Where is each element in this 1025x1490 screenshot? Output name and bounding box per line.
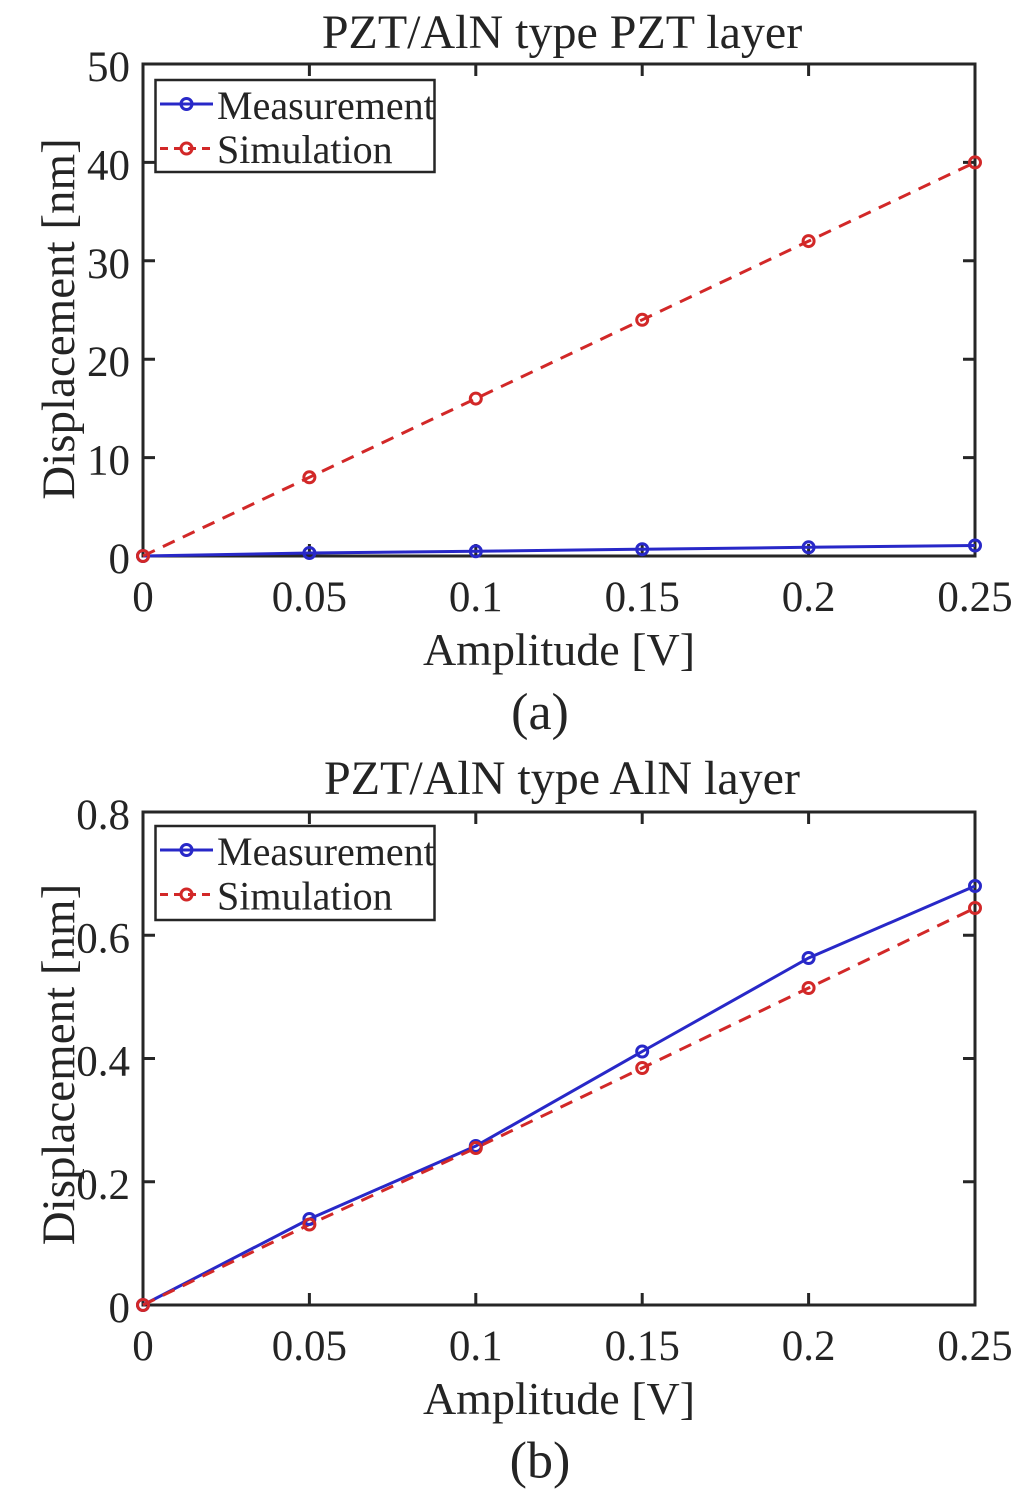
svg-text:0.1: 0.1 xyxy=(449,574,503,621)
svg-text:0.15: 0.15 xyxy=(605,574,680,621)
svg-text:0.25: 0.25 xyxy=(937,574,1012,621)
svg-text:0.25: 0.25 xyxy=(937,1323,1012,1370)
svg-text:0: 0 xyxy=(132,574,154,621)
svg-text:0: 0 xyxy=(132,1323,154,1370)
svg-text:30: 30 xyxy=(87,241,130,288)
svg-text:0.2: 0.2 xyxy=(76,1162,130,1209)
svg-text:0.8: 0.8 xyxy=(76,792,130,839)
svg-text:10: 10 xyxy=(87,438,130,485)
svg-text:Amplitude [V]: Amplitude [V] xyxy=(423,1373,695,1424)
svg-text:0.2: 0.2 xyxy=(782,1323,836,1370)
svg-text:0.1: 0.1 xyxy=(449,1323,503,1370)
svg-text:50: 50 xyxy=(87,44,130,91)
svg-text:PZT/AlN type AlN layer: PZT/AlN type AlN layer xyxy=(324,752,800,805)
svg-text:0.05: 0.05 xyxy=(272,1323,347,1370)
svg-text:Amplitude [V]: Amplitude [V] xyxy=(423,624,695,675)
svg-text:0.05: 0.05 xyxy=(272,574,347,621)
svg-text:0.4: 0.4 xyxy=(76,1039,130,1086)
svg-text:20: 20 xyxy=(87,339,130,386)
svg-text:Measurement: Measurement xyxy=(217,829,435,874)
svg-text:Displacement [nm]: Displacement [nm] xyxy=(33,138,85,500)
svg-text:0: 0 xyxy=(109,536,131,583)
svg-text:0.2: 0.2 xyxy=(782,574,836,621)
svg-text:0.15: 0.15 xyxy=(605,1323,680,1370)
svg-text:Simulation: Simulation xyxy=(217,127,393,172)
svg-text:(a): (a) xyxy=(511,684,569,741)
svg-text:0.6: 0.6 xyxy=(76,915,130,962)
svg-text:40: 40 xyxy=(87,142,130,189)
svg-text:(b): (b) xyxy=(510,1433,571,1490)
svg-text:Simulation: Simulation xyxy=(217,874,393,919)
svg-text:0: 0 xyxy=(109,1285,131,1332)
svg-text:Displacement [nm]: Displacement [nm] xyxy=(33,884,85,1246)
svg-text:PZT/AlN type PZT layer: PZT/AlN type PZT layer xyxy=(322,6,802,59)
svg-text:Measurement: Measurement xyxy=(217,83,435,128)
